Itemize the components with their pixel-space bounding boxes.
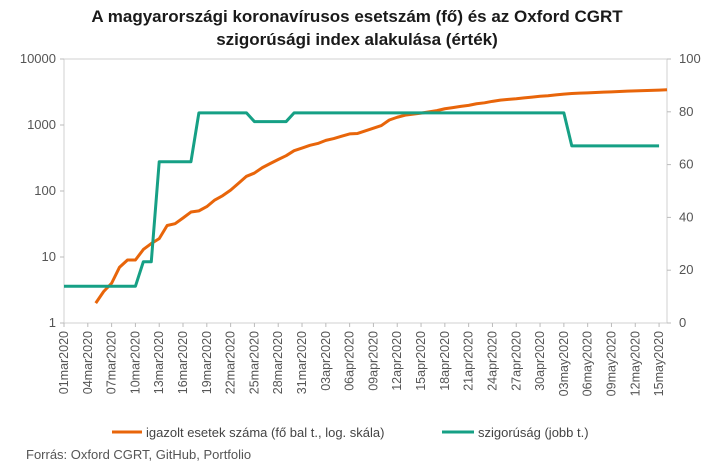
chart-title-line-1: A magyarországi koronavírusos esetszám (… bbox=[91, 7, 623, 26]
legend: igazolt esetek száma (fő bal t., log. sk… bbox=[112, 425, 589, 440]
left-axis: 1 10 100 1000 10000 bbox=[20, 51, 64, 330]
x-tick-label: 09may2020 bbox=[604, 331, 618, 396]
x-tick-label: 31mar2020 bbox=[295, 331, 309, 394]
x-tick-label: 30apr2020 bbox=[533, 331, 547, 391]
right-axis: 0 20 40 60 80 100 bbox=[667, 51, 701, 330]
left-tick-label: 100 bbox=[34, 183, 56, 198]
x-tick-label: 03apr2020 bbox=[319, 331, 333, 391]
x-tick-label: 24apr2020 bbox=[485, 331, 499, 391]
x-tick-label: 12apr2020 bbox=[390, 331, 404, 391]
x-tick-label: 06apr2020 bbox=[343, 331, 357, 391]
x-tick-label: 13mar2020 bbox=[152, 331, 166, 394]
x-tick-label: 07mar2020 bbox=[105, 331, 119, 394]
x-tick-label: 09apr2020 bbox=[366, 331, 380, 391]
x-tick-label: 22mar2020 bbox=[224, 331, 238, 394]
x-tick-label: 19mar2020 bbox=[200, 331, 214, 394]
left-tick-label: 1000 bbox=[27, 117, 56, 132]
left-tick-label: 1 bbox=[49, 315, 56, 330]
x-tick-label: 16mar2020 bbox=[176, 331, 190, 394]
x-tick-label: 15apr2020 bbox=[414, 331, 428, 391]
right-tick-label: 60 bbox=[679, 157, 693, 172]
left-tick-label: 10 bbox=[42, 249, 56, 264]
x-axis: 01mar2020 04mar2020 07mar2020 10mar2020 13ma… bbox=[57, 323, 666, 396]
series-line-stringency bbox=[64, 111, 660, 288]
right-tick-label: 100 bbox=[679, 51, 701, 66]
source-note: Forrás: Oxford CGRT, GitHub, Portfolio bbox=[26, 447, 251, 462]
right-tick-label: 40 bbox=[679, 209, 693, 224]
x-tick-label: 18apr2020 bbox=[438, 331, 452, 391]
legend-label-stringency: szigorúság (jobb t.) bbox=[478, 425, 589, 440]
right-tick-label: 20 bbox=[679, 262, 693, 277]
x-tick-label: 04mar2020 bbox=[81, 331, 95, 394]
x-tick-label: 12may2020 bbox=[628, 331, 642, 396]
series-line-cases bbox=[94, 88, 668, 304]
chart-title-line-2: szigorúsági index alakulása (érték) bbox=[216, 30, 498, 49]
chart-title: A magyarországi koronavírusos esetszám (… bbox=[91, 7, 623, 49]
plot-area-frame bbox=[63, 58, 668, 324]
x-tick-label: 27apr2020 bbox=[509, 331, 523, 391]
x-tick-label: 10mar2020 bbox=[128, 331, 142, 394]
right-tick-label: 80 bbox=[679, 104, 693, 119]
x-tick-label: 06may2020 bbox=[581, 331, 595, 396]
x-tick-label: 21apr2020 bbox=[462, 331, 476, 391]
x-tick-label: 28mar2020 bbox=[271, 331, 285, 394]
x-tick-label: 03may2020 bbox=[557, 331, 571, 396]
x-tick-label: 15may2020 bbox=[652, 331, 666, 396]
series-group bbox=[64, 88, 668, 304]
x-tick-label: 01mar2020 bbox=[57, 331, 71, 394]
right-tick-label: 0 bbox=[679, 315, 686, 330]
legend-label-cases: igazolt esetek száma (fő bal t., log. sk… bbox=[146, 425, 384, 440]
x-tick-label: 25mar2020 bbox=[247, 331, 261, 394]
left-tick-label: 10000 bbox=[20, 51, 56, 66]
